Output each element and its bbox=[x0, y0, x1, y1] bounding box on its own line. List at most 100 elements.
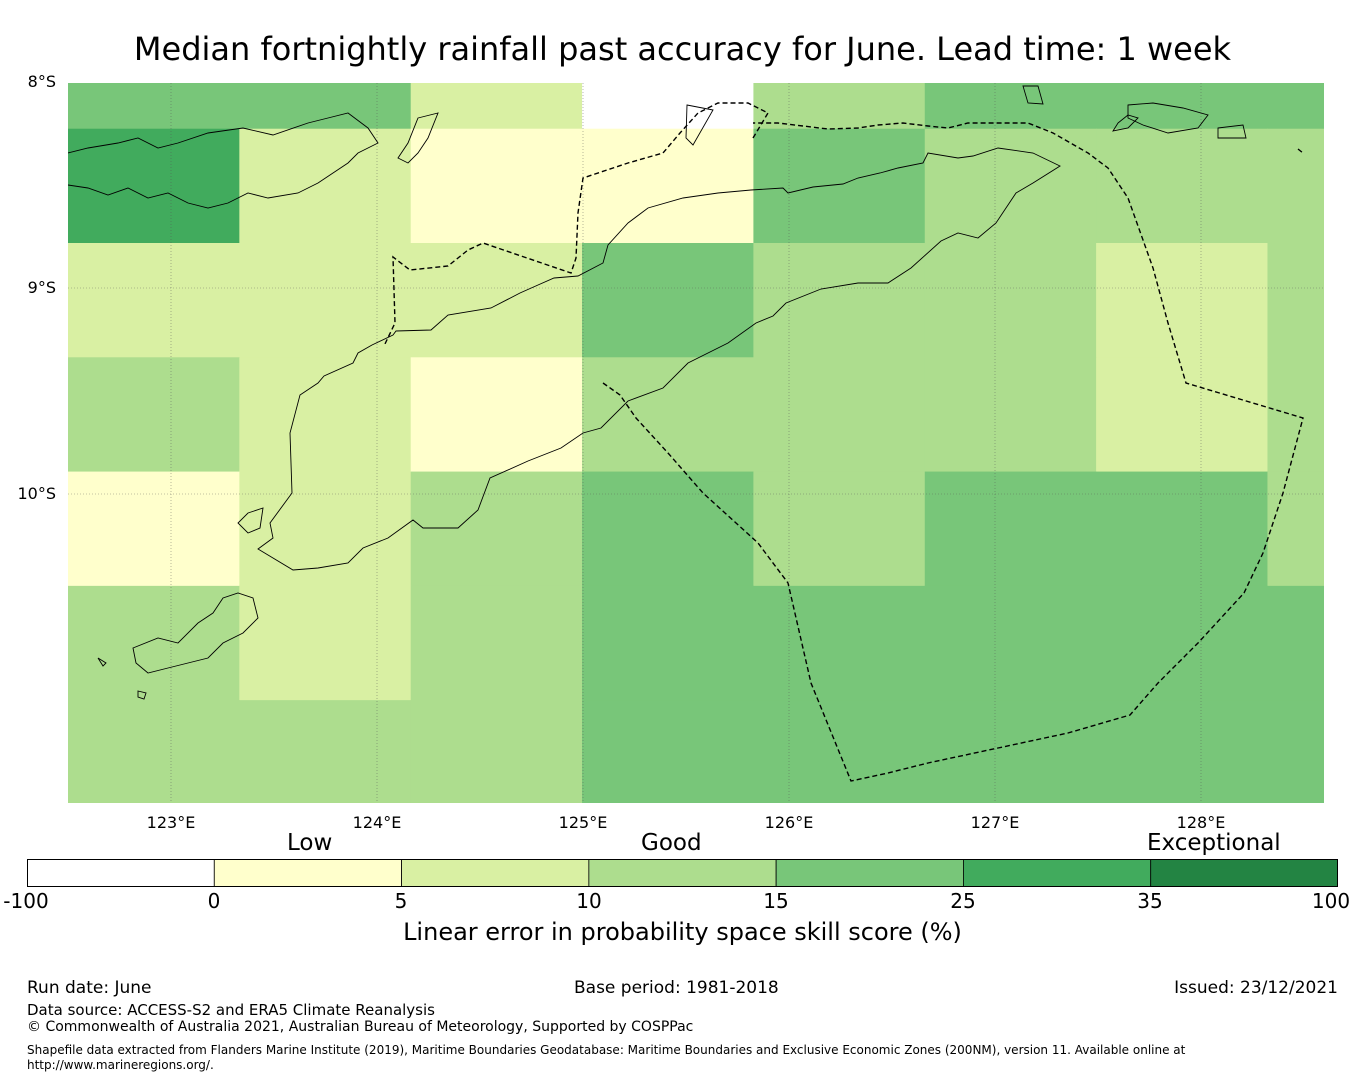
heatmap-cell bbox=[924, 585, 1097, 701]
category-good-label: Good bbox=[641, 830, 702, 856]
kisar-coastline bbox=[1022, 85, 1044, 105]
colorbar-tick: 15 bbox=[763, 889, 789, 913]
heatmap-cell bbox=[239, 471, 412, 587]
heatmap-cell bbox=[239, 83, 412, 130]
heatmap-cell bbox=[582, 128, 754, 244]
heatmap-cell bbox=[68, 243, 240, 358]
heatmap-cell bbox=[1267, 83, 1324, 130]
leti-coastline bbox=[1217, 124, 1247, 139]
colorbar-tick: -100 bbox=[3, 889, 49, 913]
lat-label-8s: 8°S bbox=[27, 72, 56, 91]
heatmap-cell bbox=[582, 243, 754, 358]
colorbar-segment bbox=[401, 859, 590, 887]
lon-label-128e: 128°E bbox=[1176, 813, 1226, 832]
heatmap-cell bbox=[239, 700, 412, 803]
lon-label-126e: 126°E bbox=[764, 813, 814, 832]
heatmap-cell bbox=[410, 243, 583, 358]
heatmap-cells bbox=[68, 83, 1324, 803]
map-title: Median fortnightly rainfall past accurac… bbox=[133, 30, 1232, 68]
heatmap-cell bbox=[410, 128, 583, 244]
heatmap-cell bbox=[1267, 128, 1324, 244]
run-date: Run date: June bbox=[27, 978, 152, 998]
rote-coastline bbox=[237, 507, 264, 534]
heatmap-cell bbox=[1267, 357, 1324, 473]
heatmap-cell bbox=[753, 585, 926, 701]
heatmap-cell bbox=[582, 83, 754, 130]
heatmap-cell bbox=[1096, 585, 1268, 701]
heatmap-cell bbox=[1267, 471, 1324, 587]
lat-label-9s: 9°S bbox=[27, 278, 56, 297]
heatmap-cell bbox=[239, 243, 412, 358]
heatmap-cell bbox=[410, 357, 583, 473]
heatmap-cell bbox=[1096, 83, 1268, 130]
heatmap-cell bbox=[582, 585, 754, 701]
alor-coastline bbox=[397, 112, 439, 164]
heatmap-cell bbox=[924, 471, 1097, 587]
copyright: © Commonwealth of Australia 2021, Austra… bbox=[27, 1019, 694, 1035]
colorbar-segment bbox=[588, 859, 777, 887]
shapefile-credit: Shapefile data extracted from Flanders M… bbox=[27, 1043, 1347, 1073]
colorbar-tick: 10 bbox=[576, 889, 602, 913]
heatmap-cell bbox=[582, 357, 754, 473]
heatmap-cell bbox=[410, 471, 583, 587]
colorbar-segment bbox=[213, 859, 402, 887]
heatmap-cell bbox=[582, 700, 754, 803]
lat-label-10s: 10°S bbox=[17, 484, 56, 503]
heatmap-cell bbox=[753, 357, 926, 473]
issued-date: Issued: 23/12/2021 bbox=[1174, 978, 1338, 998]
heatmap-cell bbox=[1096, 243, 1268, 358]
heatmap-cell bbox=[239, 357, 412, 473]
heatmap-cell bbox=[410, 700, 583, 803]
heatmap-cell bbox=[68, 128, 240, 244]
heatmap-cell bbox=[68, 83, 240, 130]
lon-label-127e: 127°E bbox=[970, 813, 1020, 832]
colorbar-segment bbox=[963, 859, 1152, 887]
flores-coastline bbox=[68, 112, 379, 209]
heatmap-cell bbox=[239, 585, 412, 701]
heatmap-cell bbox=[410, 83, 583, 130]
colorbar-title: Linear error in probability space skill … bbox=[403, 918, 962, 946]
shapefile-credit-line2: http://www.marineregions.org/. bbox=[27, 1058, 214, 1072]
skill-score-map bbox=[68, 83, 1324, 803]
colorbar-segment bbox=[1150, 859, 1338, 887]
heatmap-cell bbox=[753, 83, 926, 130]
wetar-coastline bbox=[1127, 102, 1209, 134]
heatmap-cell bbox=[924, 128, 1097, 244]
colorbar-tick: 35 bbox=[1137, 889, 1163, 913]
heatmap-cell bbox=[410, 585, 583, 701]
heatmap-cell bbox=[1096, 128, 1268, 244]
heatmap-cell bbox=[753, 471, 926, 587]
heatmap-cell bbox=[68, 471, 240, 587]
colorbar-tick: 5 bbox=[394, 889, 408, 913]
heatmap-cell bbox=[1096, 357, 1268, 473]
heatmap-cell bbox=[1267, 700, 1324, 803]
heatmap-cell bbox=[68, 585, 240, 701]
timor-coastline bbox=[257, 147, 1061, 571]
lon-label-124e: 124°E bbox=[352, 813, 402, 832]
coastlines bbox=[68, 85, 1247, 700]
heatmap-cell bbox=[68, 357, 240, 473]
ndao-coastline bbox=[97, 657, 107, 667]
heatmap-cell bbox=[753, 243, 926, 358]
heatmap-cell bbox=[239, 128, 412, 244]
heatmap-cell bbox=[582, 471, 754, 587]
category-low-label: Low bbox=[287, 830, 333, 856]
colorbar-tick: 25 bbox=[950, 889, 976, 913]
heatmap-cell bbox=[924, 357, 1097, 473]
base-period: Base period: 1981-2018 bbox=[574, 978, 779, 998]
colorbar-tick: 100 bbox=[1311, 889, 1351, 913]
heatmap-cell bbox=[924, 243, 1097, 358]
colorbar bbox=[27, 859, 1338, 887]
category-exceptional-label: Exceptional bbox=[1147, 830, 1281, 856]
heatmap-cell bbox=[1267, 585, 1324, 701]
heatmap-cell bbox=[924, 83, 1097, 130]
shapefile-credit-line1: Shapefile data extracted from Flanders M… bbox=[27, 1043, 1186, 1057]
colorbar-tick: 0 bbox=[207, 889, 221, 913]
heatmap-cell bbox=[1267, 243, 1324, 358]
data-source: Data source: ACCESS-S2 and ERA5 Climate … bbox=[27, 1001, 435, 1019]
colorbar-segment bbox=[27, 859, 215, 887]
heatmap-cell bbox=[924, 700, 1097, 803]
romang-coastline bbox=[1112, 114, 1139, 132]
colorbar-segment bbox=[775, 859, 964, 887]
heatmap-cell bbox=[1096, 471, 1268, 587]
